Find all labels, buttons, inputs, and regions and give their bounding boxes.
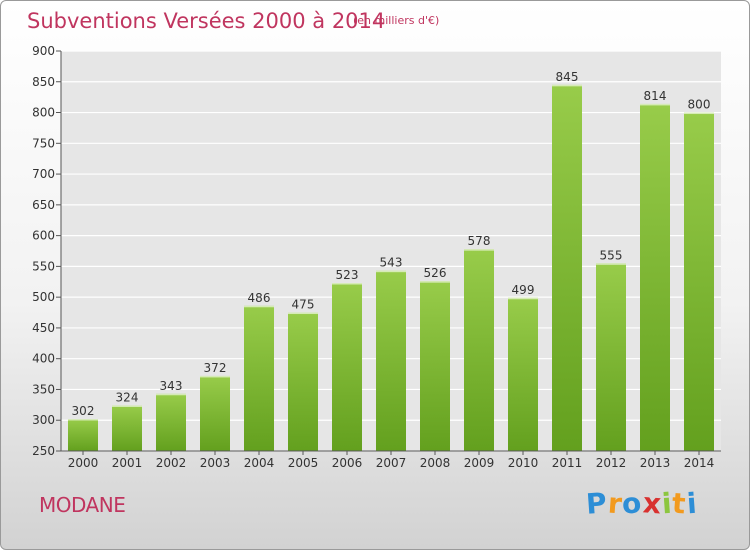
value-label-2002: 343 xyxy=(160,379,183,393)
bar-2013 xyxy=(640,103,670,451)
y-tick-label: 550 xyxy=(32,259,55,273)
value-label-2004: 486 xyxy=(248,291,271,305)
y-tick-label: 500 xyxy=(32,290,55,304)
bar-2000 xyxy=(68,419,98,451)
value-label-2005: 475 xyxy=(292,298,315,312)
y-tick-label: 250 xyxy=(32,444,55,458)
bar-highlight xyxy=(552,84,582,87)
value-label-2008: 526 xyxy=(424,266,447,280)
bar-2006 xyxy=(332,283,362,451)
bar-highlight xyxy=(332,283,362,285)
x-tick-label-2005: 2005 xyxy=(288,456,319,470)
y-tick-label: 750 xyxy=(32,136,55,150)
value-label-2010: 499 xyxy=(512,283,535,297)
y-tick-label: 800 xyxy=(32,106,55,120)
x-tick-label-2004: 2004 xyxy=(244,456,275,470)
bar-2005 xyxy=(288,312,318,451)
bar-highlight xyxy=(508,297,538,300)
bar-2009 xyxy=(464,249,494,451)
logo-letter: o xyxy=(621,486,644,521)
bar-2012 xyxy=(596,263,626,451)
bar-2011 xyxy=(552,84,582,451)
value-label-2013: 814 xyxy=(644,89,667,103)
y-tick-label: 350 xyxy=(32,382,55,396)
value-label-2000: 302 xyxy=(72,404,95,418)
logo-letter: x xyxy=(641,486,663,521)
value-label-2001: 324 xyxy=(116,390,139,404)
value-label-2009: 578 xyxy=(468,234,491,248)
bar-highlight xyxy=(244,305,274,308)
bar-2010 xyxy=(508,297,538,451)
bar-highlight xyxy=(596,263,626,265)
x-tick-label-2012: 2012 xyxy=(596,456,627,470)
x-tick-label-2002: 2002 xyxy=(156,456,187,470)
bar-2003 xyxy=(200,375,230,451)
x-tick-label-2006: 2006 xyxy=(332,456,363,470)
bar-2004 xyxy=(244,305,274,451)
logo-letter: i xyxy=(685,486,699,521)
bar-highlight xyxy=(684,112,714,115)
x-tick-label-2003: 2003 xyxy=(200,456,231,470)
y-tick-label: 300 xyxy=(32,413,55,427)
value-label-2012: 555 xyxy=(600,248,623,262)
bar-highlight xyxy=(376,270,406,273)
bar-2001 xyxy=(112,405,142,451)
bar-highlight xyxy=(156,393,186,396)
value-label-2007: 543 xyxy=(380,256,403,270)
bar-2014 xyxy=(684,112,714,452)
bar-highlight xyxy=(68,419,98,421)
x-tick-label-2013: 2013 xyxy=(640,456,671,470)
x-tick-label-2000: 2000 xyxy=(68,456,99,470)
x-tick-label-2001: 2001 xyxy=(112,456,143,470)
x-tick-label-2008: 2008 xyxy=(420,456,451,470)
bar-highlight xyxy=(640,103,670,106)
bar-highlight xyxy=(464,249,494,251)
value-label-2006: 523 xyxy=(336,268,359,282)
bar-2007 xyxy=(376,270,406,451)
y-tick-label: 400 xyxy=(32,352,55,366)
value-label-2011: 845 xyxy=(556,70,579,84)
town-name: MODANE xyxy=(39,493,126,517)
y-tick-label: 850 xyxy=(32,75,55,89)
value-label-2003: 372 xyxy=(204,361,227,375)
bar-highlight xyxy=(288,312,318,315)
x-tick-label-2010: 2010 xyxy=(508,456,539,470)
x-tick-label-2007: 2007 xyxy=(376,456,407,470)
bar-2002 xyxy=(156,393,186,451)
y-tick-label: 900 xyxy=(32,44,55,58)
bar-highlight xyxy=(112,405,142,407)
bar-2008 xyxy=(420,281,450,451)
x-tick-label-2014: 2014 xyxy=(684,456,715,470)
chart-subtitle: (en milliers d'€) xyxy=(353,14,440,27)
proxiti-logo: Proxiti xyxy=(584,486,699,521)
chart-title: Subventions Versées 2000 à 2014 xyxy=(27,9,386,33)
y-tick-label: 450 xyxy=(32,321,55,335)
y-tick-label: 650 xyxy=(32,198,55,212)
y-tick-label: 700 xyxy=(32,167,55,181)
bar-highlight xyxy=(420,281,450,283)
x-tick-label-2011: 2011 xyxy=(552,456,583,470)
value-label-2014: 800 xyxy=(688,98,711,112)
x-tick-label-2009: 2009 xyxy=(464,456,495,470)
logo-letter: P xyxy=(584,486,609,521)
y-tick-label: 600 xyxy=(32,229,55,243)
bar-highlight xyxy=(200,375,230,378)
